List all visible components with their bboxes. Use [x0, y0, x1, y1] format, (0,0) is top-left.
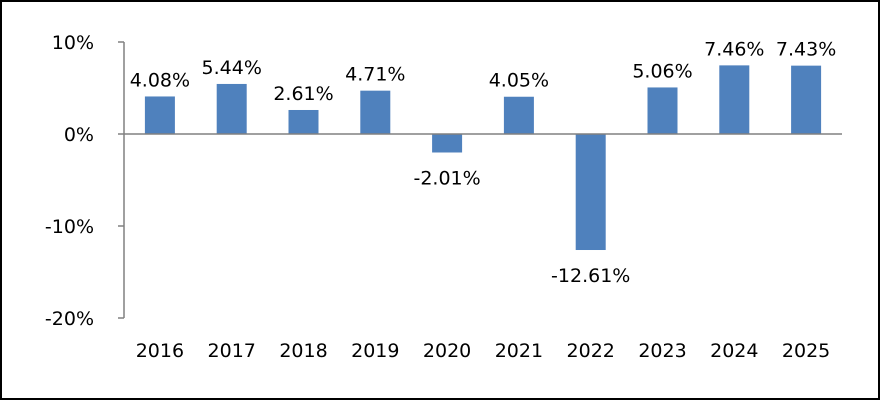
y-tick-label: 10%	[52, 32, 94, 54]
data-labels: 4.08% 5.44% 2.61% 4.71% -2.01% 4.05% -12.61% 5.…	[130, 38, 837, 287]
bar-2016	[144, 96, 175, 134]
bar-2021	[503, 96, 534, 134]
data-label-2023: 5.06%	[632, 60, 692, 82]
x-tick-label: 2021	[495, 340, 543, 362]
y-axis: 10% 0% -10% -20%	[45, 32, 125, 330]
x-tick-label: 2022	[567, 340, 615, 362]
x-tick-label: 2024	[710, 340, 758, 362]
data-label-2017: 5.44%	[202, 57, 262, 79]
data-label-2020: -2.01%	[413, 167, 480, 189]
x-axis: 2016 2017 2018 2019 2020 2021 2022 2023 2024 2025	[124, 133, 842, 362]
data-label-2025: 7.43%	[776, 39, 836, 61]
bars	[144, 65, 822, 251]
data-label-2019: 4.71%	[345, 64, 405, 86]
x-tick-label: 2019	[351, 340, 399, 362]
data-label-2024: 7.46%	[704, 38, 764, 60]
bar-2022	[575, 134, 606, 251]
x-tick-label: 2025	[782, 340, 830, 362]
y-tick-label: -10%	[45, 216, 94, 238]
data-label-2018: 2.61%	[273, 83, 333, 105]
data-label-2016: 4.08%	[130, 69, 190, 91]
x-tick-label: 2020	[423, 340, 471, 362]
y-tick-label: 0%	[64, 124, 94, 146]
bar-2019	[360, 90, 391, 134]
bar-2018	[288, 109, 319, 134]
bar-2025	[791, 65, 822, 134]
x-tick-label: 2018	[279, 340, 327, 362]
bar-2024	[719, 65, 750, 134]
bar-2023	[647, 87, 678, 134]
x-tick-label: 2023	[638, 340, 686, 362]
x-tick-label: 2017	[208, 340, 256, 362]
x-tick-label: 2016	[136, 340, 184, 362]
bar-2017	[216, 83, 247, 134]
data-label-2022: -12.61%	[551, 265, 630, 287]
bar-2020	[432, 134, 463, 153]
y-tick-label: -20%	[45, 308, 94, 330]
data-label-2021: 4.05%	[489, 70, 549, 92]
